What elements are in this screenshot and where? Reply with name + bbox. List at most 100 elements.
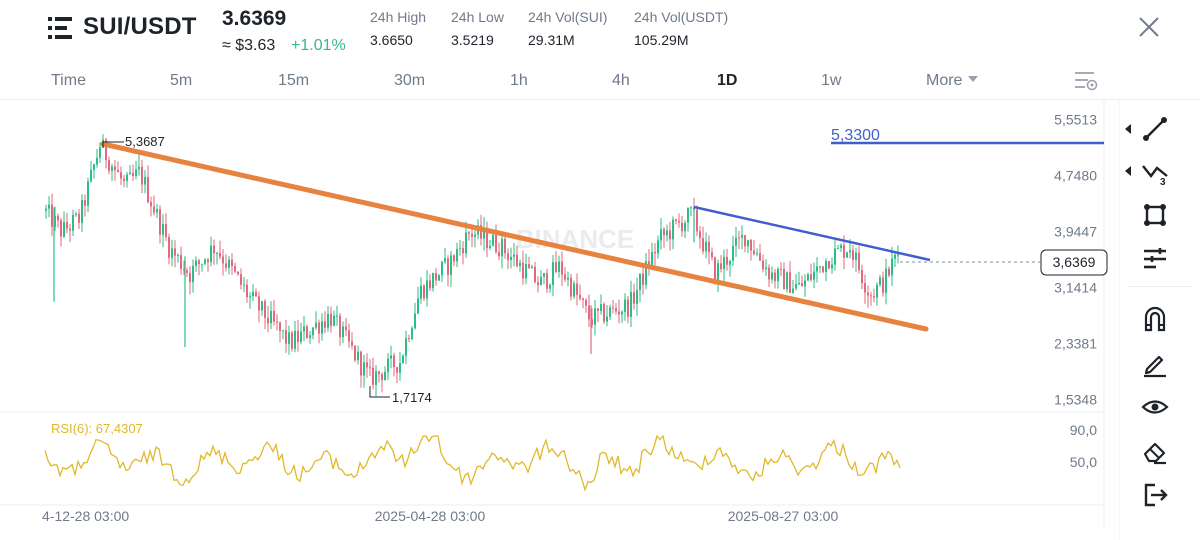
horizontal-line-label: 5,3300 (831, 127, 880, 144)
tabs-divider (0, 99, 1200, 100)
candle-body (372, 367, 374, 385)
candle-body (666, 230, 668, 236)
tab-1d[interactable]: 1D (717, 72, 738, 89)
tab-1w[interactable]: 1w (821, 72, 842, 89)
candle-body (789, 272, 791, 293)
candle-body (45, 208, 47, 211)
tab-more[interactable]: More (926, 72, 979, 90)
candle-body (687, 207, 689, 223)
candle-body (561, 261, 563, 275)
candle-body (564, 274, 566, 280)
candle-body (495, 234, 497, 252)
rsi-tick-label: 50,0 (1070, 454, 1097, 470)
candle-body (630, 291, 632, 317)
chart-settings-icon[interactable] (1074, 70, 1098, 92)
candle-body (798, 282, 800, 284)
tab-1h[interactable]: 1h (510, 72, 528, 89)
magnet-icon[interactable] (1140, 304, 1170, 334)
trend-line-icon[interactable] (1140, 114, 1170, 144)
candle-body (558, 261, 560, 273)
drawings: 5,3300 5,3687 1,7174 3,6369 (100, 127, 1108, 405)
candle-body (816, 266, 818, 272)
close-icon[interactable] (1138, 16, 1160, 38)
indicators-icon[interactable] (1140, 244, 1170, 274)
candle-body (864, 283, 866, 293)
tab-4h[interactable]: 4h (612, 72, 630, 89)
candle-body (729, 260, 731, 265)
candle-body (213, 245, 215, 254)
candle-body (585, 299, 587, 306)
candle-body (159, 209, 161, 235)
tab-more-label: More (926, 72, 963, 89)
candle-body (297, 330, 299, 342)
interval-tabs: Time 5m 15m 30m 1h 4h 1D 1w More (0, 66, 1200, 96)
candle-body (519, 262, 521, 267)
x-tick-label: 2025-08-27 03:00 (728, 508, 839, 524)
candle-body (726, 256, 728, 265)
caret-left-icon[interactable] (1125, 166, 1131, 176)
candle-body (177, 254, 179, 256)
candle-body (114, 166, 116, 171)
candle-body (723, 256, 725, 270)
candle-body (621, 311, 623, 315)
candle-body (363, 362, 365, 376)
fib-icon[interactable]: 3 (1140, 156, 1170, 186)
price-usd: ≈ $3.63 (222, 37, 276, 54)
candle-body (306, 326, 308, 338)
candle-body (699, 231, 701, 239)
candle-body (60, 220, 62, 237)
candle-body (510, 256, 512, 261)
candle-body (546, 273, 548, 289)
candle-body (765, 267, 767, 270)
candle-body (153, 206, 155, 213)
candle-body (465, 232, 467, 254)
candle-body (507, 253, 509, 261)
candle-body (294, 330, 296, 349)
candle-body (594, 308, 596, 325)
pair-title[interactable]: SUI/USDT (83, 13, 197, 40)
candle-body (609, 307, 611, 317)
eraser-icon[interactable] (1140, 436, 1170, 466)
candle-body (804, 280, 806, 287)
exit-icon[interactable] (1140, 480, 1170, 510)
candle-body (735, 237, 737, 246)
caret-left-icon[interactable] (1125, 124, 1131, 134)
candle-body (174, 248, 176, 256)
candle-body (660, 229, 662, 241)
candle-body (534, 266, 536, 283)
candle-body (606, 316, 608, 322)
candle-body (843, 245, 845, 258)
tab-time[interactable]: Time (51, 72, 86, 89)
candle-body (420, 285, 422, 299)
tab-15m[interactable]: 15m (278, 72, 310, 89)
candle-body (516, 254, 518, 267)
tab-5m[interactable]: 5m (170, 72, 193, 89)
candle-body (426, 280, 428, 299)
candle-body (384, 371, 386, 381)
candle-body (387, 358, 389, 372)
candle-body (264, 301, 266, 318)
candle-body (222, 256, 224, 264)
candle-body (345, 326, 347, 331)
tab-30m[interactable]: 30m (394, 72, 426, 89)
ticker-header: SUI/USDT 3.6369 ≈ $3.63 +1.01% 24h High … (0, 0, 1200, 62)
rectangle-icon[interactable] (1140, 200, 1170, 230)
candle-body (456, 248, 458, 262)
menu-icon[interactable] (48, 16, 74, 40)
candle-body (747, 240, 749, 247)
low-marker-label: 1,7174 (392, 390, 432, 405)
rsi-panel: RSI(6): 67,4307 90,0 50,0 (0, 411, 1104, 492)
candle-body (354, 345, 356, 361)
candle-body (117, 170, 119, 173)
candle-body (576, 283, 578, 295)
candle-body (438, 275, 440, 281)
pencil-icon[interactable] (1140, 348, 1170, 378)
candle-body (750, 240, 752, 251)
candle-body (879, 277, 881, 285)
rsi-line (44, 434, 901, 492)
candle-body (486, 229, 488, 249)
candle-body (408, 338, 410, 340)
eye-icon[interactable] (1140, 392, 1170, 422)
candle-body (435, 272, 437, 281)
